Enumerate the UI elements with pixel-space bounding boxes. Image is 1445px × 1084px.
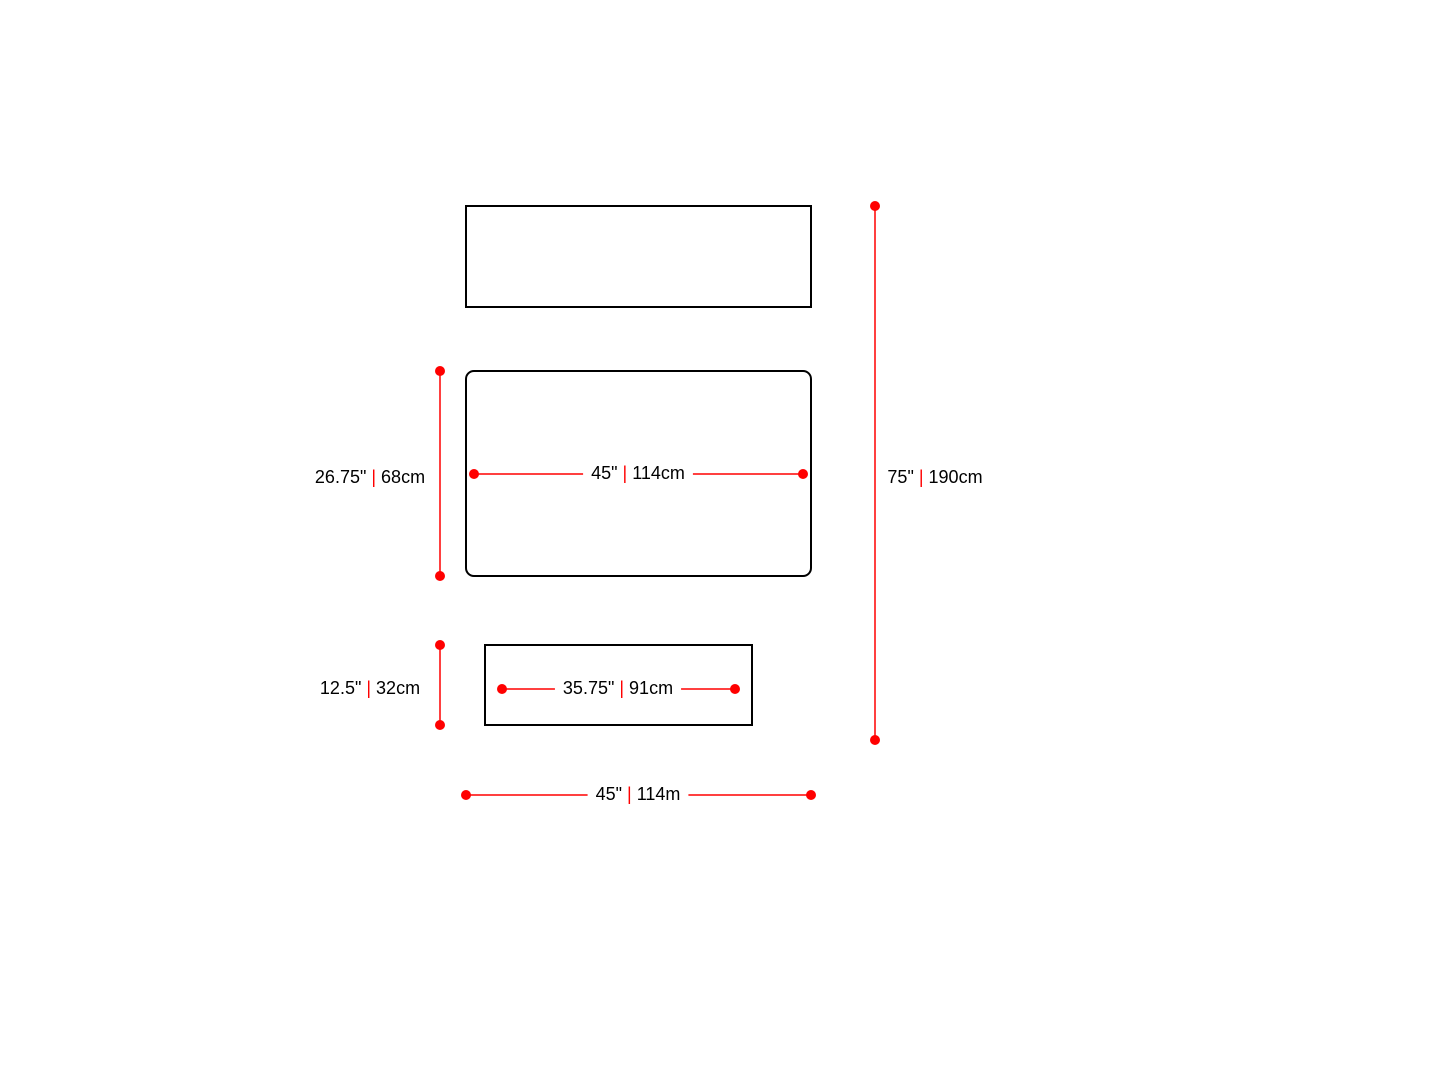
dimension-endpoint-dot — [469, 469, 479, 479]
dimension-endpoint-dot — [730, 684, 740, 694]
dimension-endpoint-dot — [798, 469, 808, 479]
dimension-endpoint-dot — [497, 684, 507, 694]
dimension-endpoint-dot — [806, 790, 816, 800]
dimension-diagram: 26.75" | 68cm 12.5" | 32cm 75" | 190cm 45" … — [0, 0, 1445, 1084]
dimension-label: 75" | 190cm — [887, 467, 982, 487]
dimension-endpoint-dot — [435, 720, 445, 730]
dimension-endpoint-dot — [870, 201, 880, 211]
dimension-label: 26.75" | 68cm — [315, 467, 425, 487]
dimension-label: 35.75" | 91cm — [563, 678, 673, 698]
dimension-endpoint-dot — [435, 640, 445, 650]
dimension-endpoint-dot — [461, 790, 471, 800]
dimension-label: 12.5" | 32cm — [320, 678, 420, 698]
dimension-label: 45" | 114m — [596, 784, 681, 804]
dimension-endpoint-dot — [435, 571, 445, 581]
dimension-label: 45" | 114cm — [591, 463, 685, 483]
dimension-endpoint-dot — [870, 735, 880, 745]
dimension-endpoint-dot — [435, 366, 445, 376]
